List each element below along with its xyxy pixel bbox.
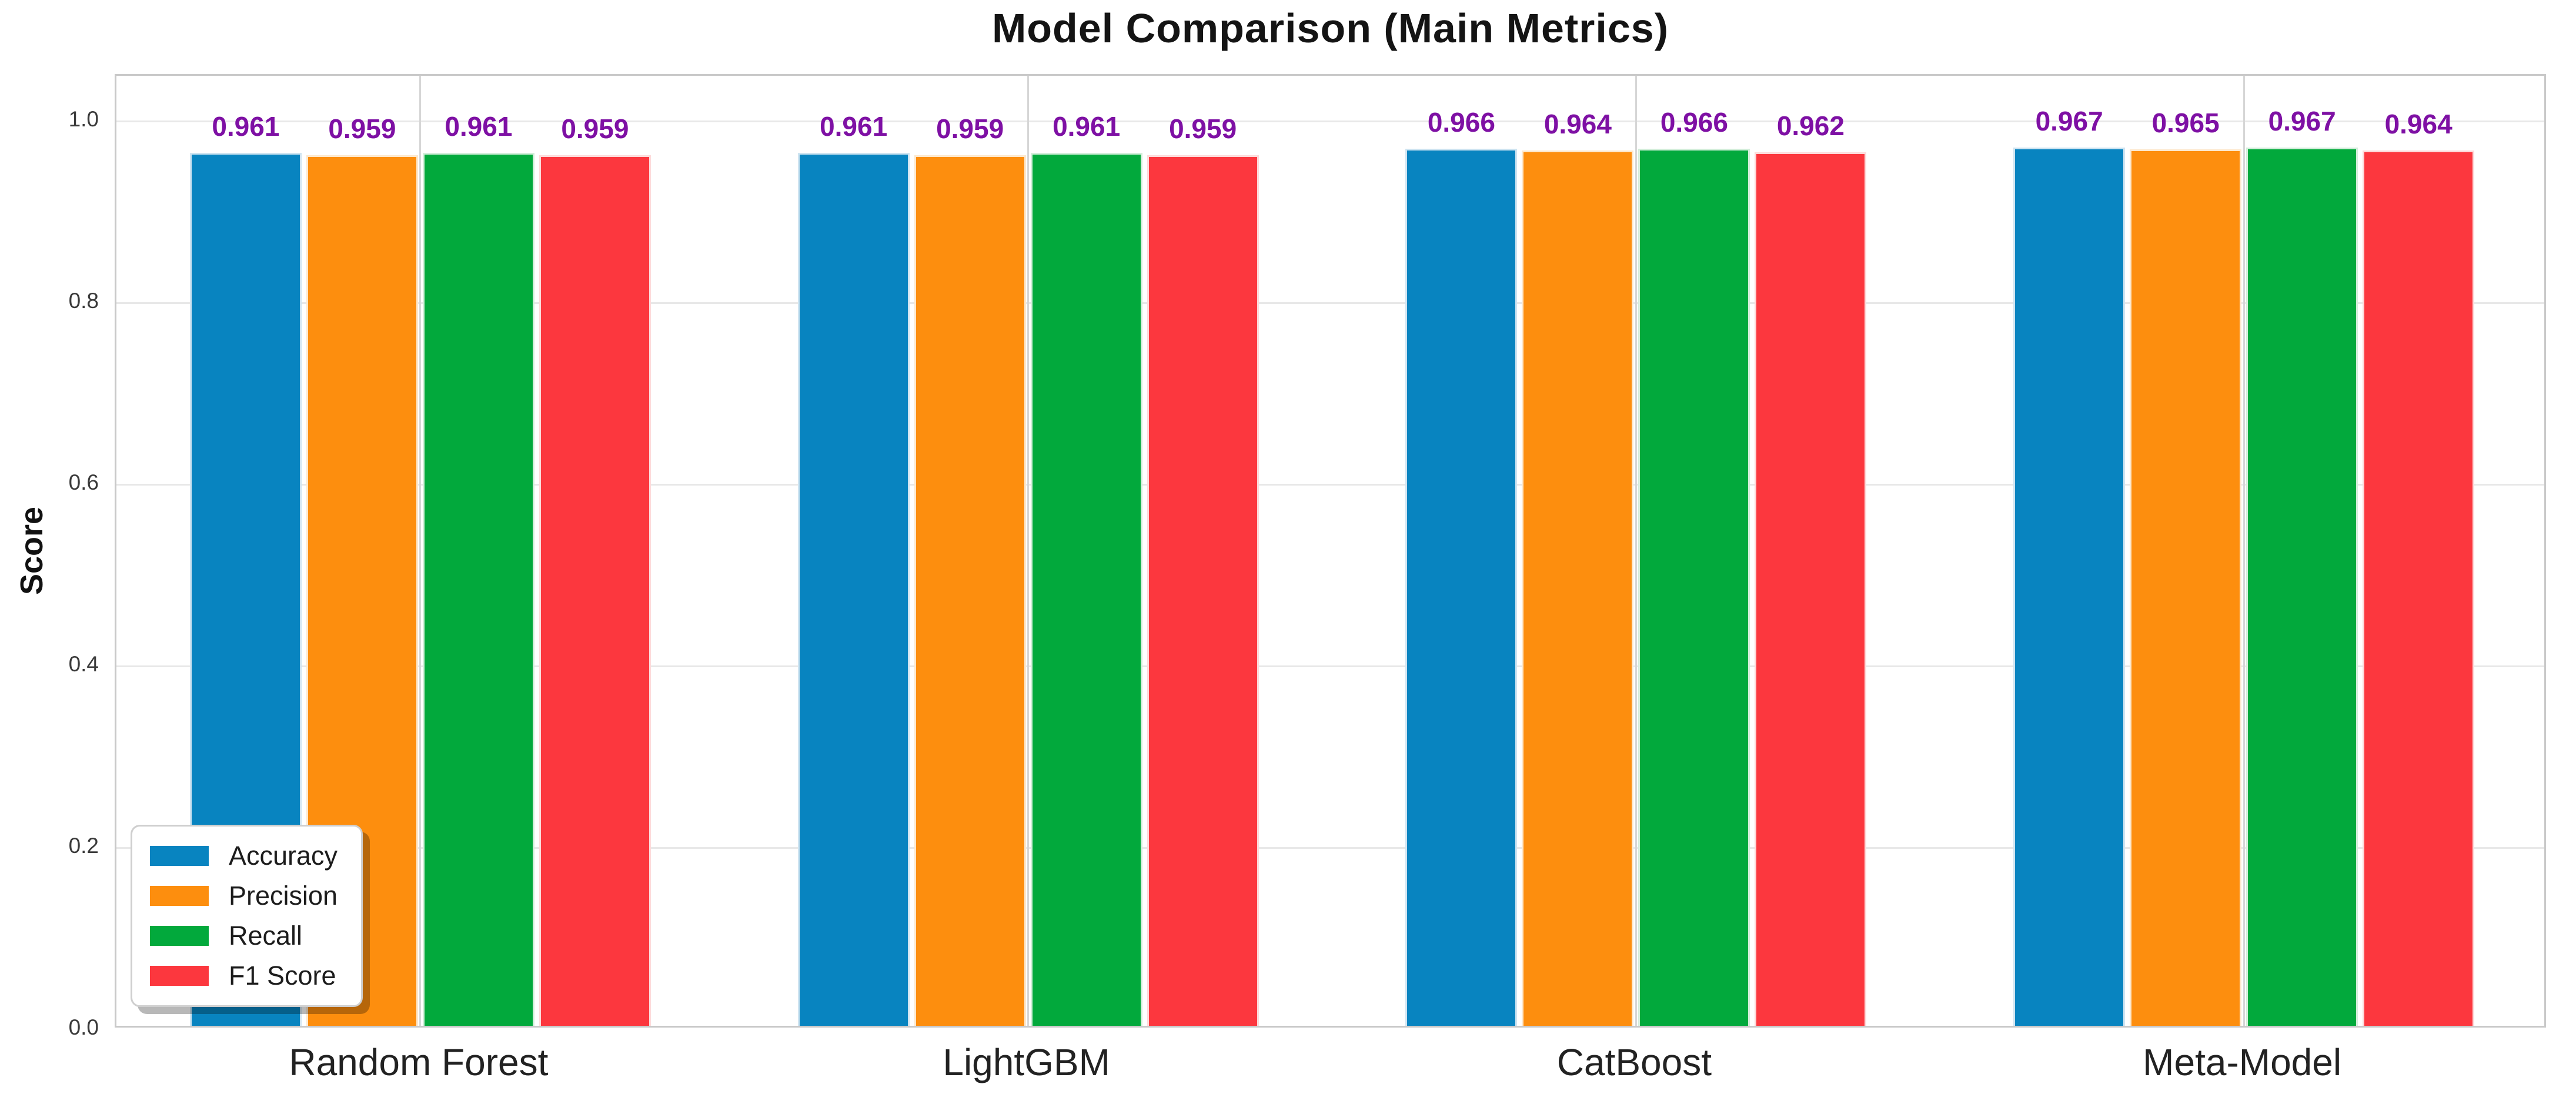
v-gridline-2	[1027, 76, 1030, 1026]
bar-value-label: 0.965	[2151, 108, 2220, 139]
v-gridline-1	[419, 76, 422, 1026]
chart-title: Model Comparison (Main Metrics)	[991, 5, 1669, 51]
bar-value-label: 0.967	[2268, 106, 2336, 137]
bar-value-label: 0.961	[1053, 111, 1121, 142]
bar-value-label: 0.961	[820, 111, 888, 142]
h-gridline-0.2	[116, 847, 2544, 849]
h-gridline-1.0	[116, 120, 2544, 122]
x-tick-label-meta-model: Meta-Model	[2143, 1041, 2342, 1083]
plot-area: Accuracy Precision Recall F1 Score 0.961 0.9…	[115, 74, 2546, 1028]
bar-value-label: 0.964	[1543, 108, 1612, 139]
legend-swatch-icon	[150, 846, 209, 866]
bar-precision	[2130, 149, 2242, 1026]
bar-accuracy	[1405, 148, 1518, 1026]
h-gridline-0.6	[116, 483, 2544, 486]
bar-value-label: 0.959	[328, 113, 396, 144]
bar-value-label: 0.962	[1776, 110, 1845, 141]
h-gridline-0.4	[116, 665, 2544, 667]
y-tick-label-0.0: 0.0	[68, 1015, 99, 1039]
bar-f1-score	[2363, 150, 2475, 1026]
bar-accuracy	[797, 153, 910, 1026]
x-tick-label-random-forest: Random Forest	[289, 1041, 549, 1083]
bar-recall	[1638, 148, 1750, 1026]
y-tick-label-0.2: 0.2	[68, 834, 99, 858]
legend-label: F1 Score	[229, 961, 336, 991]
legend-item: Precision	[150, 881, 338, 911]
bar-value-label: 0.964	[2384, 108, 2453, 139]
bar-value-label: 0.967	[2035, 106, 2103, 137]
bar-f1-score	[1755, 152, 1867, 1026]
x-tick-label-lightgbm: LightGBM	[943, 1041, 1110, 1083]
bar-value-label: 0.959	[561, 113, 629, 144]
legend-label: Recall	[229, 921, 303, 951]
x-tick-label-catboost: CatBoost	[1556, 1041, 1712, 1083]
legend-item: F1 Score	[150, 961, 338, 991]
bar-value-label: 0.966	[1427, 106, 1495, 138]
bar-recall	[2246, 148, 2358, 1026]
bar-value-label: 0.961	[445, 111, 513, 142]
bar-precision	[914, 155, 1026, 1026]
bar-value-label: 0.966	[1660, 106, 1728, 138]
legend-swatch-icon	[150, 886, 209, 906]
v-gridline-4	[2243, 76, 2245, 1026]
bar-value-label: 0.959	[1169, 113, 1237, 144]
y-tick-label-1.0: 1.0	[68, 107, 99, 132]
bar-accuracy	[2013, 148, 2126, 1026]
bar-f1-score	[1147, 155, 1259, 1026]
bar-recall	[422, 153, 534, 1026]
legend-swatch-icon	[150, 966, 209, 986]
legend: Accuracy Precision Recall F1 Score	[131, 825, 363, 1007]
h-gridline-0.8	[116, 302, 2544, 304]
legend-label: Precision	[229, 881, 338, 911]
y-tick-label-0.8: 0.8	[68, 289, 99, 313]
bar-precision	[1522, 150, 1634, 1026]
y-tick-label-0.6: 0.6	[68, 470, 99, 495]
y-tick-label-0.4: 0.4	[68, 652, 99, 677]
legend-swatch-icon	[150, 926, 209, 946]
bar-value-label: 0.961	[212, 111, 280, 142]
v-gridline-3	[1635, 76, 1637, 1026]
bar-value-label: 0.959	[936, 113, 1004, 144]
bar-recall	[1030, 153, 1142, 1026]
legend-label: Accuracy	[229, 841, 338, 871]
legend-item: Accuracy	[150, 841, 338, 871]
bar-f1-score	[539, 155, 651, 1026]
legend-item: Recall	[150, 921, 338, 951]
